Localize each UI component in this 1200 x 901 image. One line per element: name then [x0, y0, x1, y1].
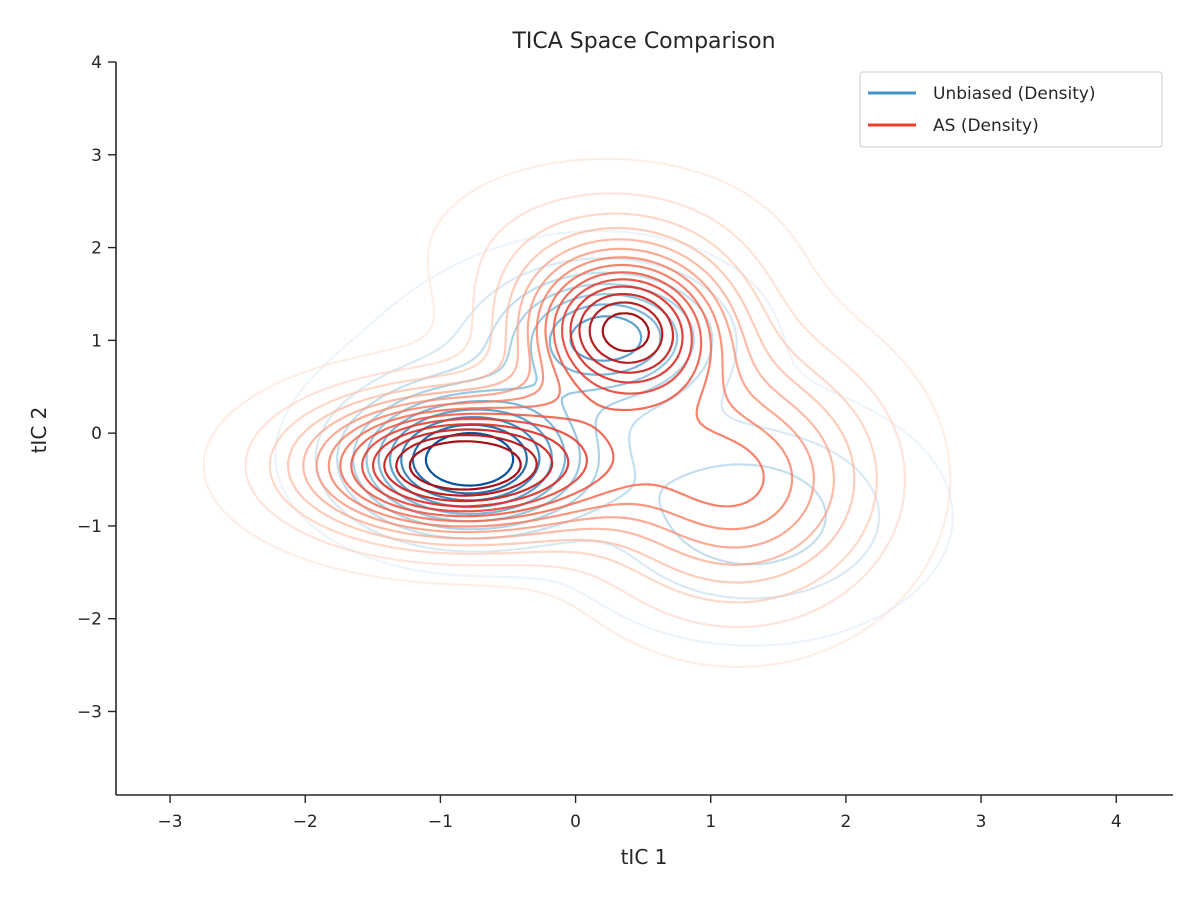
y-tick-label: −2	[77, 610, 102, 630]
x-tick-label: 1	[705, 812, 716, 832]
y-tick-label: 3	[91, 146, 102, 166]
x-tick-label: 4	[1111, 812, 1122, 832]
y-tick-label: 4	[91, 53, 102, 73]
x-tick-label: 3	[976, 812, 987, 832]
y-tick-label: 0	[91, 424, 102, 444]
legend-label-unbiased: Unbiased (Density)	[933, 84, 1096, 104]
plot-area	[202, 157, 954, 668]
y-tick-label: 1	[91, 331, 102, 351]
as-contour-level	[350, 271, 703, 518]
as-contour-level	[383, 293, 675, 503]
axes: −3 −2 −1 0 1 2 3 4 −3 −2 −1 0 1 2 3 4	[77, 53, 1173, 832]
as-contour-level	[395, 301, 664, 497]
y-ticks: −3 −2 −1 0 1 2 3 4	[77, 53, 116, 722]
legend-label-as: AS (Density)	[933, 116, 1039, 136]
x-axis-label: tIC 1	[621, 845, 668, 869]
as-contour-level	[268, 212, 878, 604]
as-contour-level	[327, 256, 794, 531]
as-contour-level	[339, 263, 765, 523]
as-contour-level	[315, 247, 815, 549]
x-tick-label: −2	[293, 812, 318, 832]
y-tick-label: 2	[91, 239, 102, 259]
as-contour-level	[287, 226, 856, 584]
x-tick-label: 2	[840, 812, 851, 832]
x-tick-label: −3	[158, 812, 183, 832]
x-tick-label: −1	[428, 812, 453, 832]
legend: Unbiased (Density) AS (Density)	[859, 71, 1163, 148]
x-tick-label: 0	[570, 812, 581, 832]
as-contour-level	[202, 157, 952, 668]
as-contour-level	[302, 238, 835, 566]
legend-box	[859, 71, 1163, 148]
as-contour-level	[372, 285, 684, 508]
chart-title: TICA Space Comparison	[511, 29, 775, 54]
y-tick-label: −3	[77, 702, 102, 722]
y-axis-label: tIC 2	[27, 407, 51, 454]
y-tick-label: −1	[77, 517, 102, 537]
as-contour-level	[244, 192, 906, 629]
as-contour-level	[361, 278, 693, 513]
x-ticks: −3 −2 −1 0 1 2 3 4	[158, 795, 1122, 832]
as-density-contours	[202, 157, 952, 668]
as-contour-level	[408, 312, 650, 491]
unbiased-contour-level	[274, 230, 954, 647]
